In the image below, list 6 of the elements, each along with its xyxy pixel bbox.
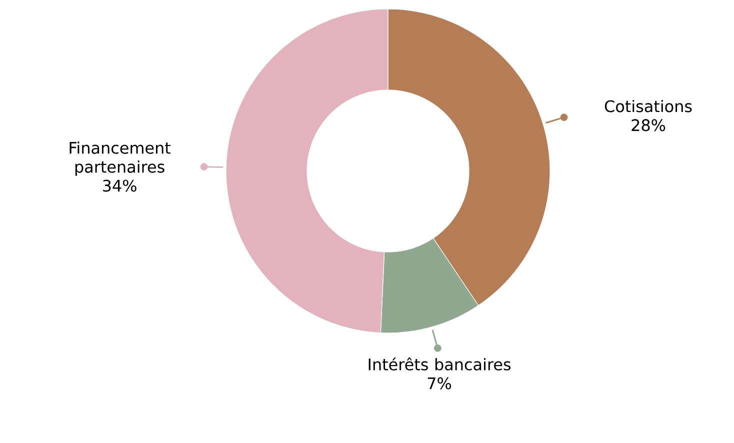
- slice-label: Intérêts bancaires: [368, 357, 511, 370]
- data-label: 7%: [428, 377, 452, 390]
- legend-label: Financement partenaires: [70, 142, 171, 176]
- data-label: 34%: [103, 180, 136, 192]
- data-label: 28%: [632, 119, 666, 132]
- slice-label: Cotisations: [604, 100, 692, 112]
